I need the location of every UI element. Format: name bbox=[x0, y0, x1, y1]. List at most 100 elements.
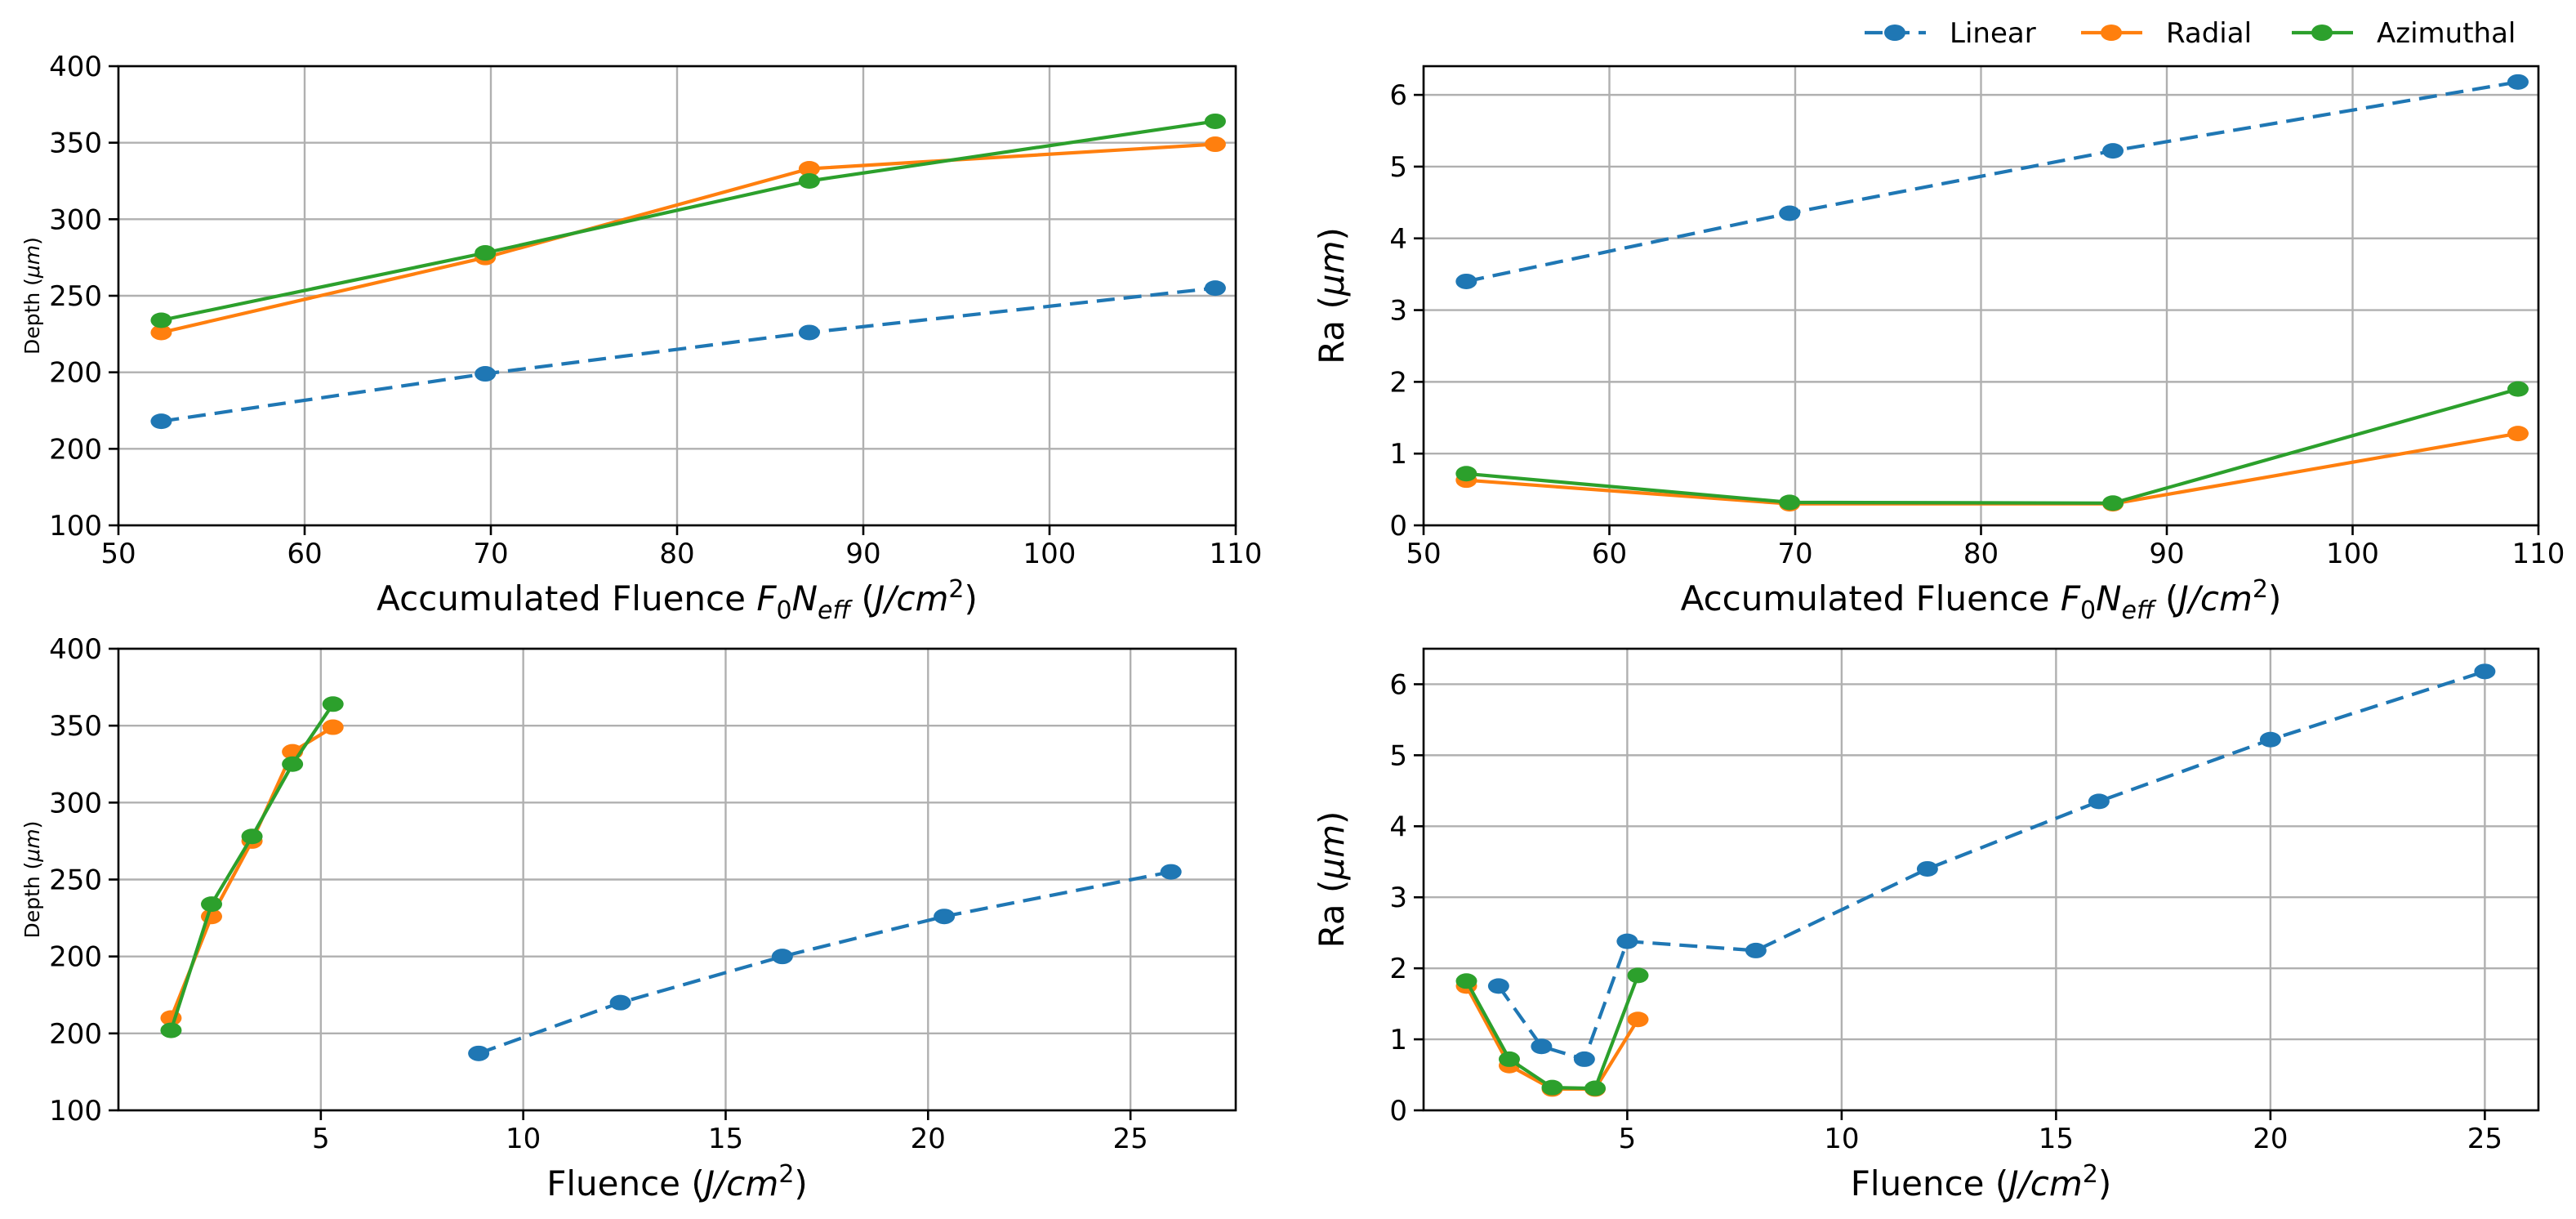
y-axis-label: Ra (μm) bbox=[1312, 227, 1352, 364]
x-axis-label: Accumulated Fluence F0Neff (J/cm2) bbox=[377, 575, 978, 625]
series-line-azimuthal bbox=[160, 119, 1216, 323]
grid bbox=[1424, 649, 2538, 1112]
chart-top-right-ra-vs-accumulated-fluence: 50 60 70 80 90 100 110 0 1 2 3 4 5 6 Accumulated Fluen… bbox=[1312, 65, 2565, 625]
y-tick-label: 300 bbox=[49, 787, 102, 819]
legend-entry-linear: Linear bbox=[1865, 17, 2036, 50]
series-radial bbox=[1455, 978, 1649, 1097]
x-tick-label: 50 bbox=[100, 538, 136, 570]
series-line-linear bbox=[1497, 669, 2486, 1061]
data-point-azimuthal bbox=[1627, 967, 1649, 984]
data-point-radial bbox=[798, 161, 820, 177]
x-tick-label: 90 bbox=[2149, 538, 2184, 570]
data-point-linear bbox=[1916, 860, 1938, 877]
grid bbox=[1422, 66, 2540, 527]
series-linear bbox=[150, 280, 1226, 430]
data-point-linear bbox=[475, 366, 497, 382]
data-point-azimuthal bbox=[322, 696, 344, 712]
y-tick-label: 200 bbox=[49, 941, 102, 974]
data-point-linear bbox=[1616, 933, 1638, 949]
y-axis-label: Depth (μm) bbox=[20, 821, 44, 939]
chart-bottom-right-ra-vs-fluence: 5 10 15 20 25 0 1 2 3 4 5 6 Fluence (J/cm2) Ra (μm) bbox=[1312, 647, 2540, 1203]
data-point-linear bbox=[609, 994, 631, 1011]
legend-entry-radial: Radial bbox=[2081, 17, 2252, 50]
data-point-linear bbox=[1745, 942, 1767, 958]
series-line-radial bbox=[169, 726, 334, 1019]
y-tick-label: 2 bbox=[1389, 953, 1407, 985]
legend-entry-azimuthal: Azimuthal bbox=[2292, 17, 2516, 50]
y-tick-label: 200 bbox=[49, 433, 102, 466]
data-point-azimuthal bbox=[2507, 381, 2529, 397]
x-axis: 50 60 70 80 90 100 110 bbox=[100, 525, 1262, 570]
x-axis: 5 10 15 20 25 bbox=[1619, 1110, 2502, 1155]
series-radial bbox=[150, 136, 1226, 341]
series-line-radial bbox=[160, 142, 1216, 335]
data-point-azimuthal bbox=[475, 245, 497, 261]
data-point-azimuthal bbox=[2102, 495, 2124, 511]
x-tick-label: 110 bbox=[2512, 538, 2565, 570]
y-tick-label: 400 bbox=[49, 633, 102, 666]
x-tick-label: 100 bbox=[1023, 538, 1076, 570]
data-point-azimuthal bbox=[1455, 466, 1477, 482]
y-tick-label: 350 bbox=[49, 710, 102, 743]
data-point-linear bbox=[2474, 663, 2496, 680]
legend-label: Radial bbox=[2166, 17, 2252, 50]
y-tick-label: 250 bbox=[49, 280, 102, 313]
x-tick-label: 20 bbox=[911, 1123, 946, 1155]
legend-marker bbox=[2311, 25, 2333, 41]
legend-marker bbox=[1884, 25, 1905, 41]
x-tick-label: 100 bbox=[2326, 538, 2379, 570]
y-tick-label: 200 bbox=[49, 1018, 102, 1051]
x-tick-label: 15 bbox=[708, 1123, 743, 1155]
data-point-linear bbox=[2259, 731, 2281, 748]
y-tick-label: 4 bbox=[1389, 810, 1407, 843]
data-point-linear bbox=[1204, 280, 1226, 297]
x-tick-label: 50 bbox=[1406, 538, 1441, 570]
x-tick-label: 20 bbox=[2253, 1123, 2288, 1155]
data-point-linear bbox=[934, 909, 956, 925]
x-tick-label: 25 bbox=[2467, 1123, 2502, 1155]
chart-top-left-depth-vs-accumulated-fluence: 50 60 70 80 90 100 110 100 200 200 250 300 350 400 Acc… bbox=[20, 51, 1262, 625]
y-tick-label: 350 bbox=[49, 127, 102, 160]
series-azimuthal bbox=[150, 113, 1226, 328]
series-azimuthal bbox=[1455, 967, 1649, 1096]
x-tick-label: 60 bbox=[287, 538, 322, 570]
series-azimuthal bbox=[160, 696, 344, 1038]
data-point-azimuthal bbox=[1779, 494, 1801, 511]
series-line-azimuthal bbox=[169, 703, 335, 1031]
y-tick-label: 0 bbox=[1389, 510, 1407, 543]
y-tick-label: 200 bbox=[49, 357, 102, 390]
series-linear bbox=[1455, 74, 2529, 289]
x-tick-label: 80 bbox=[659, 538, 694, 570]
data-point-linear bbox=[1779, 205, 1801, 221]
x-tick-label: 10 bbox=[506, 1123, 541, 1155]
y-axis-label: Depth (μm) bbox=[20, 237, 44, 355]
y-axis-label: Ra (μm) bbox=[1312, 811, 1352, 949]
data-point-azimuthal bbox=[1499, 1051, 1520, 1067]
y-tick-label: 4 bbox=[1389, 223, 1407, 256]
series-radial bbox=[1455, 426, 2529, 512]
data-point-radial bbox=[1627, 1011, 1649, 1028]
data-point-azimuthal bbox=[201, 896, 222, 913]
series-line-radial bbox=[1466, 431, 2519, 506]
series-line-linear bbox=[1465, 80, 2519, 284]
data-point-radial bbox=[2507, 426, 2529, 442]
y-tick-label: 1 bbox=[1389, 438, 1407, 471]
data-point-azimuthal bbox=[1584, 1080, 1606, 1096]
legend: Linear Radial Azimuthal bbox=[1865, 17, 2516, 50]
data-point-linear bbox=[798, 324, 820, 341]
y-axis: 100 200 200 250 300 350 400 bbox=[49, 51, 118, 543]
series-line-linear bbox=[161, 286, 1216, 423]
series-linear bbox=[1487, 663, 2496, 1067]
data-point-radial bbox=[1204, 136, 1226, 153]
y-tick-label: 3 bbox=[1389, 295, 1407, 328]
x-axis-label: Fluence (J/cm2) bbox=[546, 1160, 808, 1203]
x-tick-label: 5 bbox=[312, 1123, 330, 1155]
data-point-linear bbox=[2088, 793, 2110, 810]
x-tick-label: 10 bbox=[1824, 1123, 1859, 1155]
y-tick-label: 5 bbox=[1389, 151, 1407, 184]
series-line-linear bbox=[478, 870, 1172, 1056]
data-point-linear bbox=[1455, 273, 1477, 289]
legend-marker bbox=[2101, 25, 2122, 41]
data-point-linear bbox=[2507, 74, 2529, 90]
